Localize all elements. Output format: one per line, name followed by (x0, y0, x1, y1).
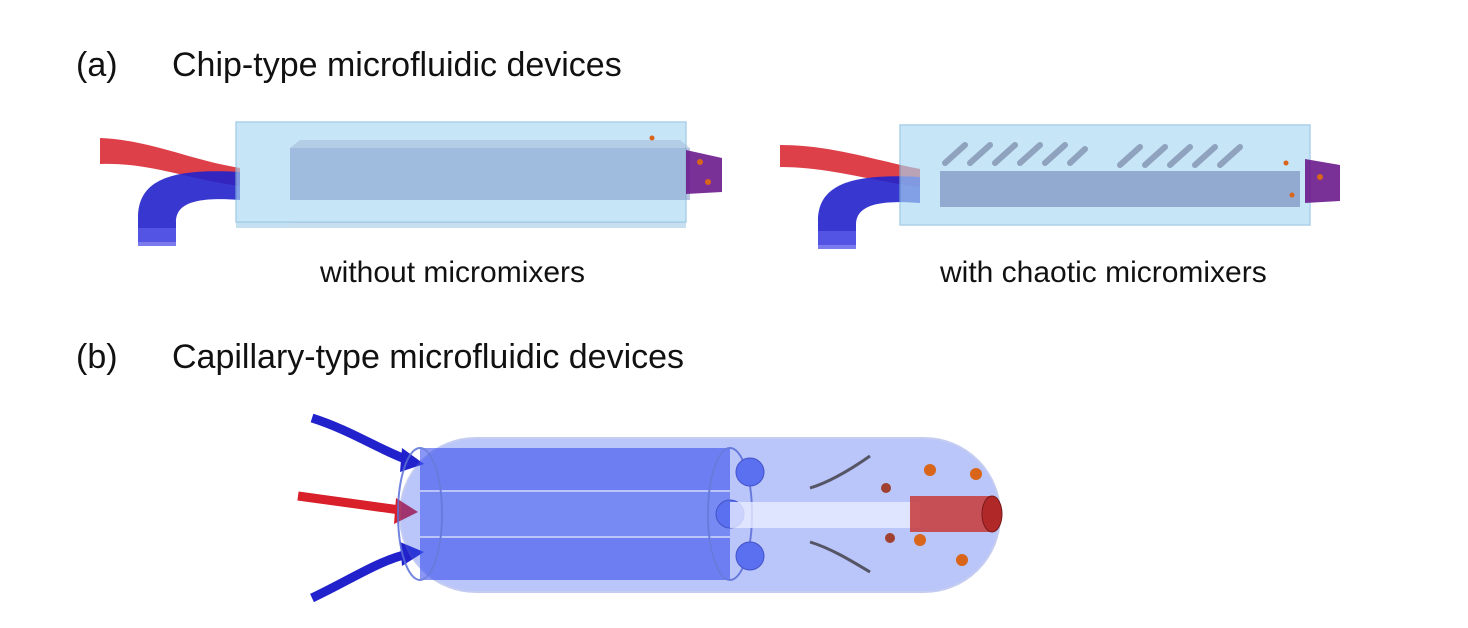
collection-tube (910, 496, 992, 532)
blue-inlet-arrow-top (310, 413, 410, 465)
mixed-outlet (1305, 159, 1340, 203)
blue-inlet-stream (138, 171, 240, 242)
chip-without-micromixers (100, 121, 722, 246)
blue-inlet-stream (818, 176, 920, 245)
chip-with-chaotic-micromixers (780, 124, 1340, 249)
capillary-device (297, 413, 1003, 603)
flow-arrow-up (809, 454, 871, 490)
channel (290, 148, 690, 200)
channel (940, 171, 1300, 207)
flow-arrow-down (809, 540, 871, 574)
blue-inlet-arrow-bottom (310, 549, 410, 603)
caption-with-chaotic-micromixers: with chaotic micromixers (940, 256, 1267, 289)
panel-b-title: Capillary-type microfluidic devices (172, 338, 685, 376)
inner-capillary-bundle (397, 447, 765, 581)
panel-a-title: Chip-type microfluidic devices (172, 46, 622, 84)
caption-without-micromixers: without micromixers (320, 256, 586, 289)
mixed-outlet (686, 150, 722, 194)
red-inlet-arrow (297, 491, 401, 515)
panel-a-letter: (a) (76, 46, 118, 84)
herringbone-grooves (942, 142, 1243, 168)
panel-b-letter: (b) (76, 338, 118, 376)
